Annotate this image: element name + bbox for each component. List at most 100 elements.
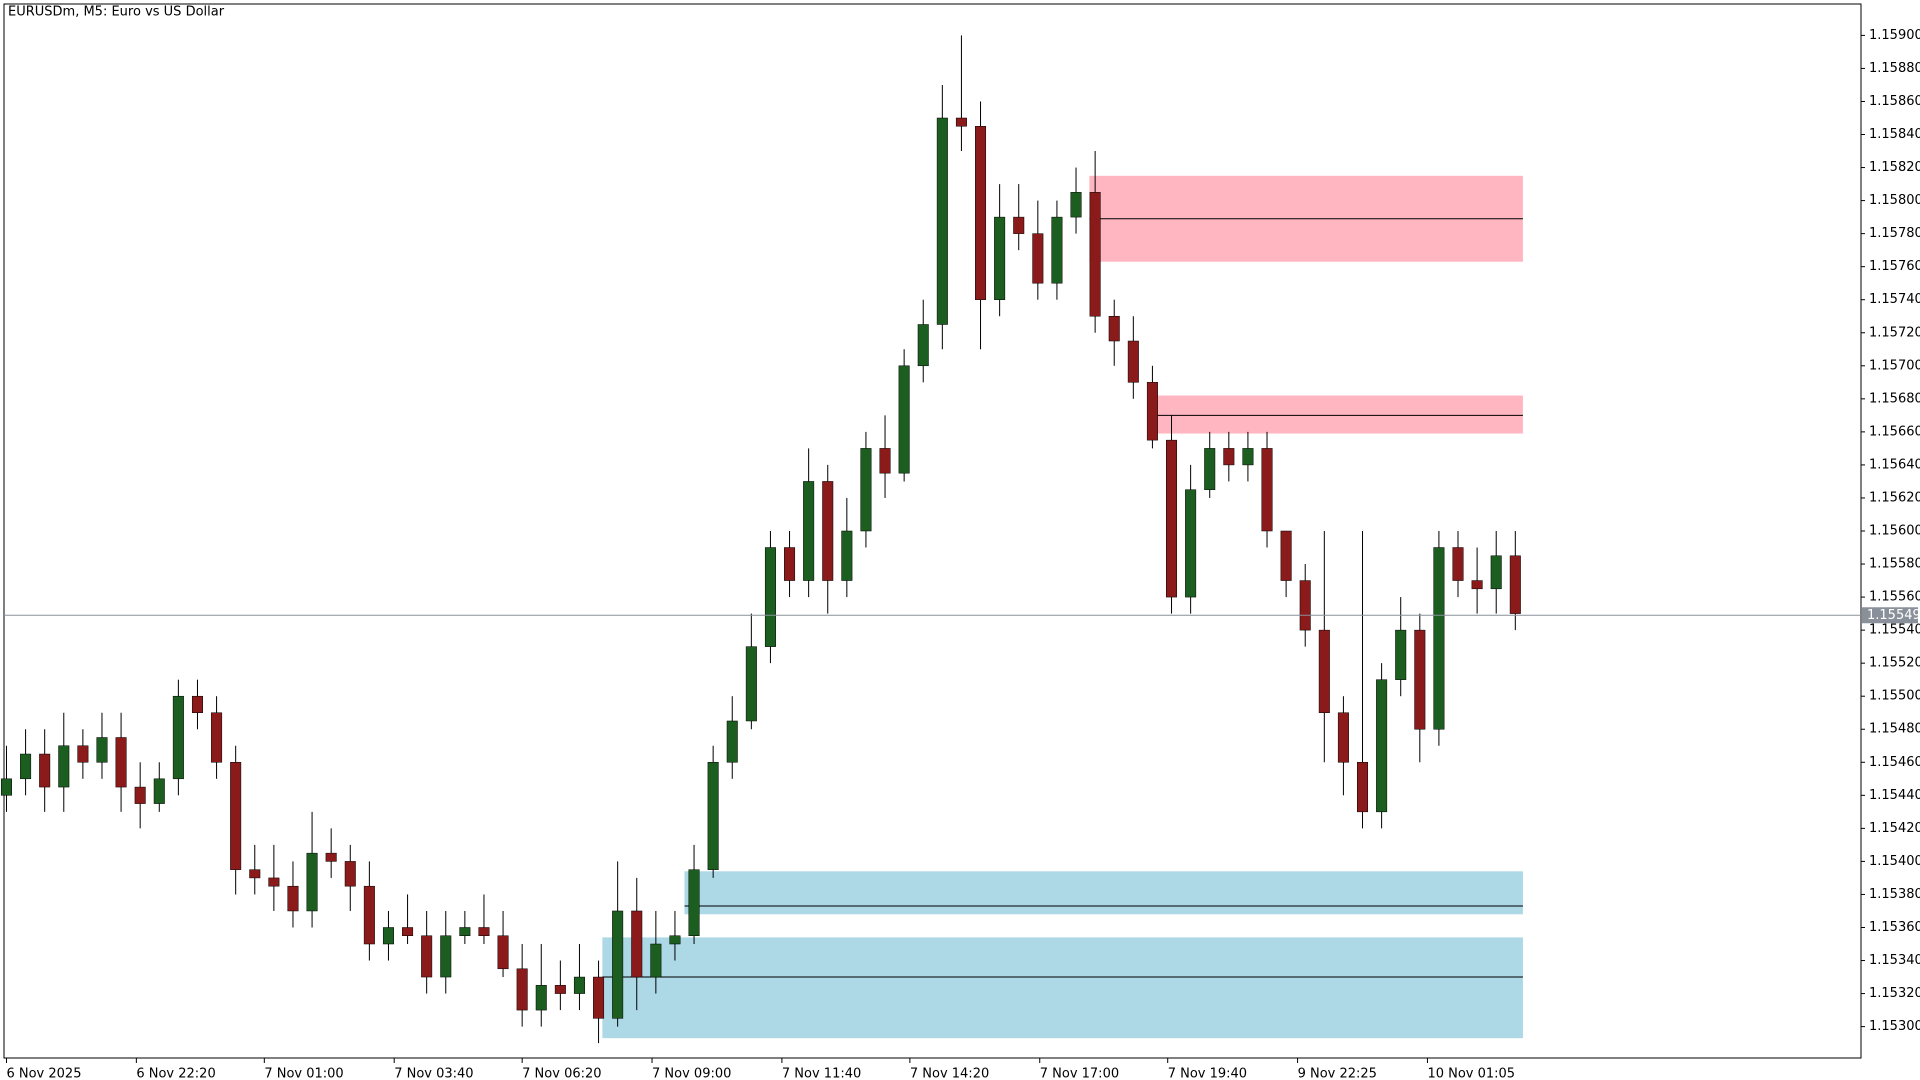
candle-body <box>1051 216 1063 284</box>
candle-body <box>1089 192 1101 317</box>
candle-body <box>669 935 681 945</box>
candle-body <box>478 927 490 936</box>
candle-body <box>516 968 528 1011</box>
y-tick-label: 1.15500 <box>1869 689 1920 704</box>
candle-body <box>535 985 547 1011</box>
candle-body <box>554 985 566 994</box>
y-tick-label: 1.15580 <box>1869 557 1920 572</box>
candle-body <box>650 943 662 978</box>
y-tick-label: 1.15820 <box>1869 160 1920 175</box>
candle-body <box>1376 679 1388 813</box>
candle-body <box>1146 382 1158 441</box>
candle-body <box>58 745 70 788</box>
x-tick-label: 10 Nov 01:05 <box>1427 1067 1515 1080</box>
zone <box>602 937 1523 1039</box>
candle-body <box>784 547 796 581</box>
y-tick-label: 1.15860 <box>1869 94 1920 109</box>
candle-body <box>402 927 414 936</box>
y-tick-label: 1.15740 <box>1869 292 1920 307</box>
candle-body <box>115 737 127 788</box>
candle-body <box>745 646 757 722</box>
candle-body <box>593 976 605 1019</box>
zone <box>1152 395 1523 434</box>
y-tick-label: 1.15900 <box>1869 28 1920 43</box>
candle-body <box>440 935 452 978</box>
candle-body <box>955 117 967 127</box>
candle-body <box>841 530 853 581</box>
y-tick-label: 1.15680 <box>1869 391 1920 406</box>
y-tick-label: 1.15560 <box>1869 590 1920 605</box>
candle-body <box>153 778 165 804</box>
y-tick-label: 1.15380 <box>1869 887 1920 902</box>
y-tick-label: 1.15360 <box>1869 920 1920 935</box>
x-tick-label: 9 Nov 22:25 <box>1298 1067 1377 1080</box>
candle-body <box>325 852 337 862</box>
candle-body <box>421 935 433 978</box>
candle-body <box>1166 439 1178 598</box>
candle-body <box>1490 555 1502 590</box>
candle-body <box>0 778 12 796</box>
candle-body <box>39 753 51 788</box>
y-tick-label: 1.15640 <box>1869 457 1920 472</box>
candle-body <box>1032 233 1044 284</box>
y-tick-label: 1.15320 <box>1869 986 1920 1001</box>
y-tick-label: 1.15540 <box>1869 623 1920 638</box>
candle-body <box>898 365 910 474</box>
candle-body <box>994 216 1006 300</box>
candle-body <box>96 737 108 763</box>
y-tick-label: 1.15460 <box>1869 755 1920 770</box>
candle-body <box>707 762 719 870</box>
candle-body <box>191 695 203 713</box>
x-tick-label: 7 Nov 14:20 <box>910 1067 989 1080</box>
zone <box>684 871 1523 915</box>
candle-body <box>1185 489 1197 598</box>
current-price-label: 1.15549 <box>1867 608 1920 623</box>
x-tick-label: 7 Nov 17:00 <box>1040 1067 1119 1080</box>
candle-body <box>287 885 299 912</box>
x-tick-label: 7 Nov 03:40 <box>394 1067 473 1080</box>
candle-body <box>1433 547 1445 730</box>
y-tick-label: 1.15800 <box>1869 193 1920 208</box>
x-tick-label: 6 Nov 22:20 <box>136 1067 215 1080</box>
candle-body <box>1070 192 1082 218</box>
candle-body <box>573 976 585 994</box>
candle-body <box>764 547 776 647</box>
candle-body <box>1280 530 1292 581</box>
candle-body <box>230 762 242 870</box>
y-tick-label: 1.15760 <box>1869 259 1920 274</box>
x-tick-label: 7 Nov 19:40 <box>1168 1067 1247 1080</box>
x-tick-label: 7 Nov 01:00 <box>264 1067 343 1080</box>
y-tick-label: 1.15420 <box>1869 821 1920 836</box>
x-tick-label: 7 Nov 11:40 <box>782 1067 861 1080</box>
x-tick-label: 6 Nov 2025 <box>6 1067 81 1080</box>
candle-body <box>860 448 872 532</box>
candle-body <box>268 877 280 887</box>
candle-body <box>1299 580 1311 631</box>
y-tick-label: 1.15720 <box>1869 325 1920 340</box>
chart-title: EURUSDm, M5: Euro vs US Dollar <box>8 5 225 20</box>
candle-body <box>1204 448 1216 490</box>
candle-body <box>1337 712 1349 763</box>
y-tick-label: 1.15300 <box>1869 1019 1920 1034</box>
candle-body <box>1261 448 1273 532</box>
candle-body <box>363 885 375 945</box>
y-tick-label: 1.15480 <box>1869 722 1920 737</box>
y-tick-label: 1.15700 <box>1869 358 1920 373</box>
candle-body <box>879 448 891 474</box>
y-tick-label: 1.15400 <box>1869 854 1920 869</box>
y-tick-label: 1.15440 <box>1869 788 1920 803</box>
candle-body <box>1223 448 1235 466</box>
candle-body <box>726 720 738 763</box>
candle-body <box>936 117 948 325</box>
candle-body <box>497 935 509 970</box>
candle-body <box>77 745 89 763</box>
y-tick-label: 1.15840 <box>1869 127 1920 142</box>
candle-body <box>249 869 261 879</box>
candle-body <box>459 927 471 936</box>
candle-body <box>803 481 815 581</box>
candle-body <box>631 910 643 978</box>
y-tick-label: 1.15620 <box>1869 490 1920 505</box>
x-tick-label: 7 Nov 09:00 <box>652 1067 731 1080</box>
candle-body <box>1452 547 1464 581</box>
